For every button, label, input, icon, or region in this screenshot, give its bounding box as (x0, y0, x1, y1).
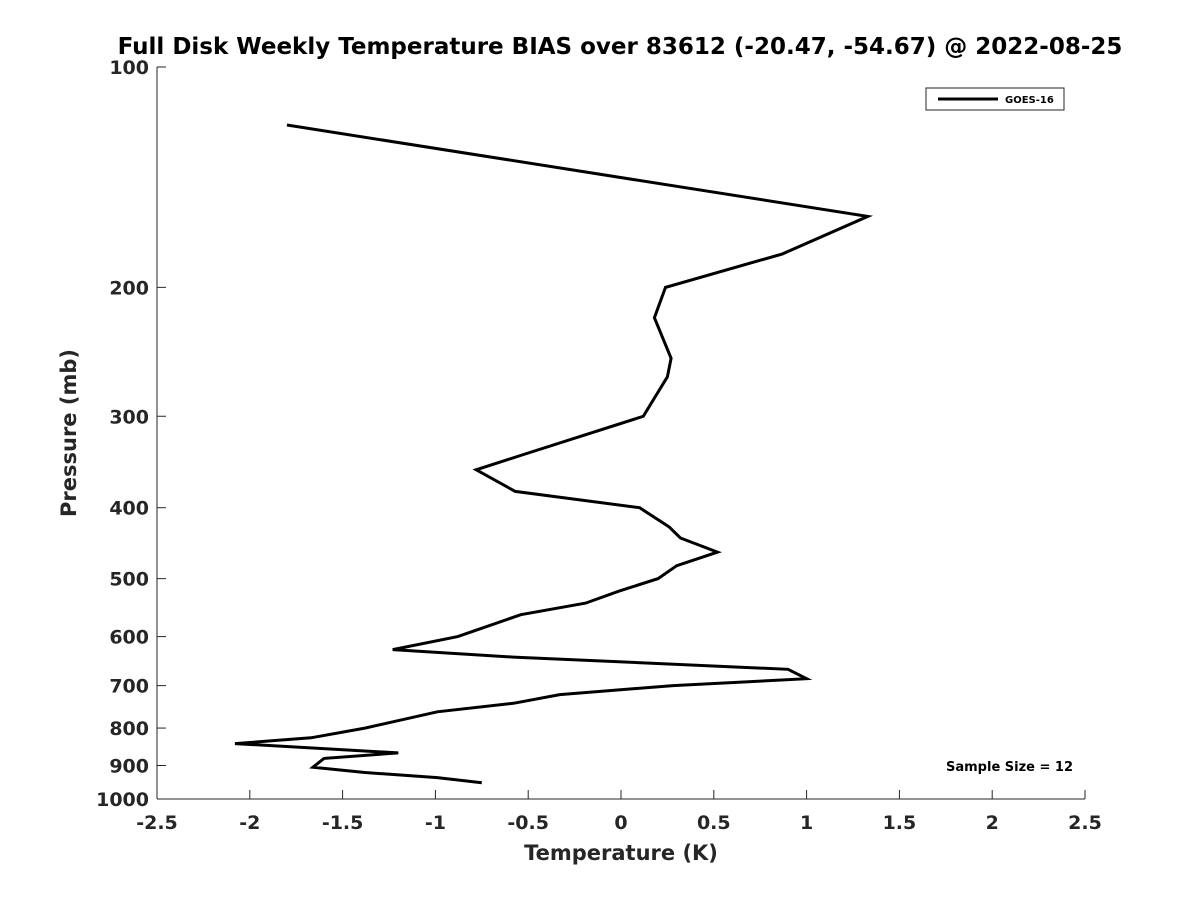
y-tick-label-100: 100 (109, 57, 149, 79)
y-tick-label-800: 800 (109, 718, 149, 740)
x-tick-label-m1p5: -1.5 (322, 812, 364, 834)
x-tick-label-m0p5: -0.5 (507, 812, 549, 834)
legend: GOES-16 (925, 87, 1065, 111)
legend-label-goes-16: GOES-16 (1005, 95, 1054, 106)
sample-size-annotation: Sample Size = 12 (946, 760, 1073, 775)
x-axis-label: Temperature (K) (524, 841, 718, 865)
x-tick-label-m2: -2 (239, 812, 260, 834)
y-tick-label-1000: 1000 (96, 789, 149, 811)
y-tick-label-600: 600 (109, 627, 149, 649)
x-ticks: -2.5 -2 -1.5 -1 -0.5 0 0.5 1 1.5 2 2.5 (136, 790, 1102, 834)
y-tick-label-400: 400 (109, 498, 149, 520)
y-tick-label-300: 300 (109, 406, 149, 428)
y-axis-label: Pressure (mb) (57, 349, 81, 517)
x-tick-label-m2p5: -2.5 (136, 812, 178, 834)
series-line-goes-16 (234, 123, 874, 785)
axes: -2.5 -2 -1.5 -1 -0.5 0 0.5 1 1.5 2 2.5 100 200 300 40… (96, 57, 1102, 834)
x-tick-label-1: 1 (800, 812, 813, 834)
chart-title: Full Disk Weekly Temperature BIAS over 8… (118, 34, 1123, 60)
y-tick-label-500: 500 (109, 569, 149, 591)
x-tick-label-0p5: 0.5 (697, 812, 731, 834)
y-tick-label-900: 900 (109, 756, 149, 778)
x-tick-label-2p5: 2.5 (1068, 812, 1102, 834)
y-tick-label-200: 200 (109, 277, 149, 299)
x-tick-label-m1: -1 (425, 812, 446, 834)
x-tick-label-0: 0 (614, 812, 627, 834)
x-tick-label-1p5: 1.5 (883, 812, 917, 834)
x-tick-label-2: 2 (986, 812, 999, 834)
series-layer (234, 123, 874, 785)
y-ticks: 100 200 300 400 500 600 700 800 900 1000 (96, 57, 166, 811)
y-tick-label-700: 700 (109, 676, 149, 698)
